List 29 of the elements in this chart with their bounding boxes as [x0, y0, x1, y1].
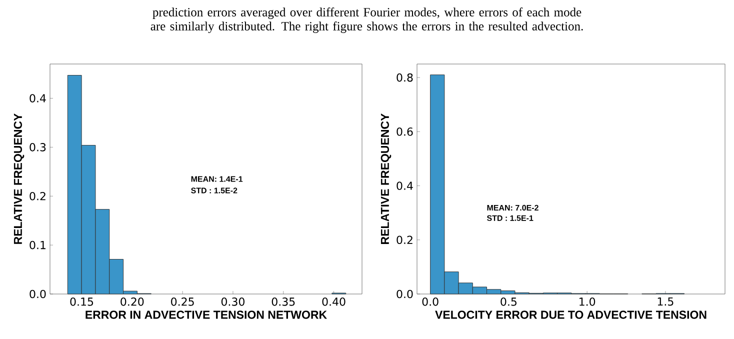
- y-tick-label: 0.2: [30, 192, 46, 200]
- y-tick-label: 0.0: [30, 290, 46, 298]
- y-tick-label: 0.6: [396, 127, 413, 136]
- y-tick-label: 0.4: [30, 94, 46, 102]
- y-tick-label: 0.2: [396, 236, 412, 244]
- y-tick-label: 0.0: [396, 290, 413, 298]
- x-tick-label: 0.35: [272, 298, 295, 306]
- x-tick-label: 0.0: [422, 298, 438, 306]
- annotation: MEAN: 7.0E-2: [487, 204, 538, 211]
- x-tick-label: 1.0: [580, 298, 596, 306]
- x-tick-label: 0.20: [120, 298, 144, 306]
- x-tick-label: 0.25: [171, 298, 194, 306]
- y-axis-title: RELATIVE FREQUENCY: [380, 113, 392, 244]
- x-tick-label: 0.30: [221, 298, 244, 306]
- annotation: STD : 1.5E-1: [486, 215, 534, 221]
- y-axis-title: RELATIVE FREQUENCY: [14, 113, 24, 244]
- x-axis-title: ERROR IN ADVECTIVE TENSION NETWORK: [86, 310, 327, 319]
- y-tick-label: 0.1: [30, 240, 46, 250]
- y-tick-label: 0.8: [396, 73, 413, 82]
- x-tick-label: 1.5: [658, 298, 674, 306]
- x-tick-label: 0.5: [500, 298, 516, 306]
- annotation: MEAN: 1.4E-1: [191, 176, 243, 182]
- annotation: STD : 1.5E-2: [191, 188, 238, 194]
- x-axis-title: VELOCITY ERROR DUE TO ADVECTIVE TENSION: [435, 310, 706, 319]
- x-tick-label: 0.15: [70, 298, 94, 306]
- x-tick-label: 0.40: [322, 298, 346, 306]
- text: prediction errors averaged over different Fourier modes, where errors of each mode are similarly distributed. The right figure shows the errors in the resulted advection.: [150, 8, 583, 34]
- y-tick-label: 0.3: [30, 143, 46, 152]
- y-tick-label: 0.4: [396, 182, 413, 190]
